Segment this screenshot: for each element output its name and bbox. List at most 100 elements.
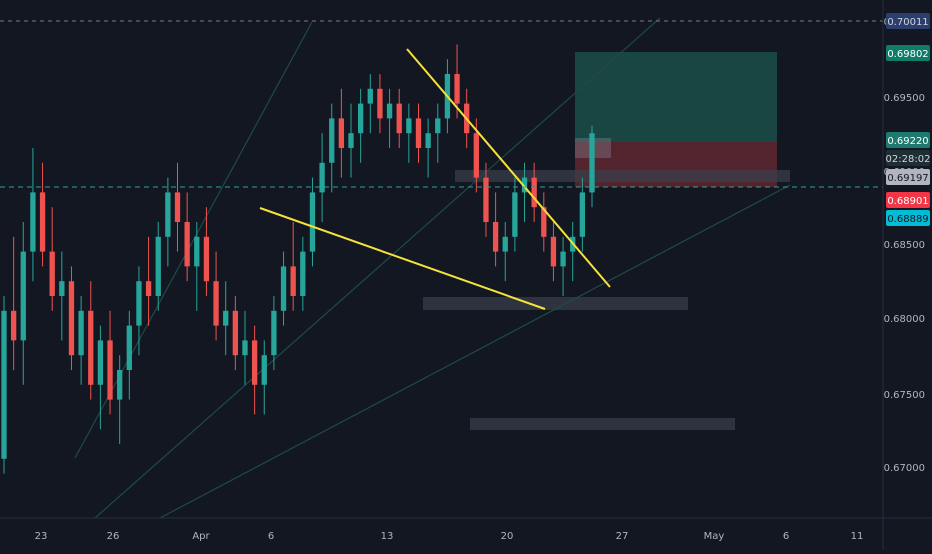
price-label-countdown: 02:28:02	[886, 150, 931, 166]
candle	[396, 88, 402, 148]
price-label-box	[886, 132, 930, 148]
time-tick-label: 6	[783, 531, 789, 542]
candle	[59, 251, 65, 341]
candle-body	[117, 370, 123, 400]
candle-body	[251, 340, 258, 385]
candle-body	[531, 177, 537, 208]
price-label-text: 0.68901	[887, 196, 928, 207]
candle-body	[174, 192, 181, 222]
support-zone	[423, 297, 688, 310]
candle	[223, 281, 229, 356]
candle-body	[271, 310, 277, 356]
candle	[78, 296, 84, 385]
price-tick-label: 0.68000	[884, 314, 925, 325]
fan-line-2	[94, 17, 661, 519]
candle-body	[386, 103, 393, 119]
candle-body	[309, 192, 316, 252]
price-tick-label: 0.67500	[884, 390, 925, 401]
candle	[280, 251, 287, 326]
candle-body	[367, 88, 373, 104]
time-axis[interactable]: 23 26 Apr 6 13 20 27 May 6 11	[0, 517, 932, 542]
price-tick-label: 0.69500	[884, 93, 925, 104]
lower-trendline[interactable]	[259, 207, 546, 310]
candle	[1, 296, 7, 474]
candle-body	[502, 236, 508, 252]
candle	[435, 103, 441, 163]
candle-body	[589, 133, 595, 193]
candle-body	[107, 340, 113, 400]
candle	[184, 192, 190, 282]
time-tick-label: 6	[268, 531, 274, 542]
price-label-box	[886, 210, 930, 226]
time-tick-label: 13	[381, 531, 394, 542]
candle-body	[30, 192, 36, 252]
price-label-text: 02:28:02	[886, 154, 931, 165]
lower-support-zone	[470, 418, 735, 430]
candle-body	[492, 222, 499, 252]
candle	[117, 355, 123, 444]
candle-body	[406, 118, 412, 134]
candle	[39, 162, 46, 267]
candle	[107, 310, 113, 415]
candle	[261, 340, 267, 415]
candle	[512, 177, 518, 252]
candle	[242, 310, 248, 385]
candle-body	[49, 251, 55, 296]
candle	[415, 103, 422, 163]
candle-body	[223, 310, 229, 326]
time-tick-label: 27	[616, 531, 629, 542]
candle-body	[560, 251, 566, 267]
candle-body	[425, 133, 431, 148]
candle	[30, 148, 36, 282]
candle	[454, 44, 460, 119]
candle	[338, 88, 345, 178]
candle-body	[329, 118, 335, 163]
candle	[550, 222, 557, 282]
price-labels-layer: 0.70011 0.69802 0.69220 02:28:02 0.69197 0.68…	[886, 13, 931, 226]
time-tick-label: 23	[35, 531, 48, 542]
candle	[10, 236, 17, 370]
candle-body	[155, 236, 161, 296]
candle	[251, 325, 258, 415]
candle	[329, 103, 335, 193]
candle	[88, 281, 94, 400]
candle	[541, 192, 547, 252]
candle-body	[280, 266, 287, 311]
price-label-current: 0.69220	[886, 132, 930, 148]
upper-trendline[interactable]	[406, 48, 611, 288]
candle-body	[232, 310, 238, 356]
price-label-text: 0.69802	[887, 49, 928, 60]
candle	[531, 162, 537, 222]
candle	[502, 222, 508, 282]
candle-body	[39, 192, 46, 252]
price-label-box	[886, 192, 930, 208]
candle-body	[358, 103, 364, 134]
candle-body	[194, 236, 200, 267]
candle-body	[242, 340, 248, 356]
time-tick-label: 11	[851, 531, 864, 542]
candle	[290, 222, 296, 311]
candle-body	[512, 192, 518, 237]
price-label-box	[886, 150, 930, 166]
candle-body	[261, 355, 267, 385]
candle-body	[126, 325, 132, 370]
candle-body	[415, 118, 422, 148]
candle	[203, 207, 210, 296]
candle	[309, 177, 316, 267]
candle-body	[338, 118, 345, 148]
horizontal-lines-layer	[0, 20, 883, 188]
candle	[386, 88, 393, 148]
candle-body	[377, 88, 383, 119]
candle	[425, 118, 431, 178]
candle	[521, 162, 528, 222]
candle-body	[203, 236, 210, 282]
candle	[483, 162, 489, 237]
candle	[194, 222, 200, 311]
fan-lines-layer	[74, 17, 791, 519]
candle	[20, 222, 26, 385]
candle-body	[88, 310, 94, 385]
candle-body	[396, 103, 402, 134]
candle-body	[97, 340, 104, 385]
